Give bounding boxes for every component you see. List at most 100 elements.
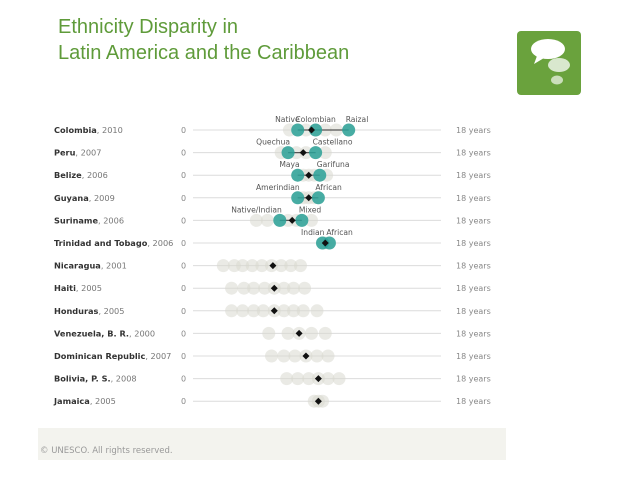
country-name: Guyana [54, 193, 89, 203]
survey-year: , 2007 [145, 351, 171, 361]
axis-max-label: 18 years [456, 149, 491, 158]
population-dot [310, 349, 324, 363]
survey-year: , 2000 [129, 328, 155, 338]
group-label: Raizal [346, 115, 369, 124]
population-dot [265, 349, 279, 363]
country-label: Haiti, 2005 [54, 283, 102, 293]
survey-year: , 2006 [98, 215, 124, 225]
population-dot [277, 281, 291, 295]
axis-min-label: 0 [181, 329, 186, 338]
chart-panel: Colombia, 2010 0 18 years Native Colombian Ra… [38, 108, 506, 460]
footer-band [38, 428, 506, 460]
axis-max-label: 18 years [456, 194, 491, 203]
population-dot [236, 259, 250, 273]
axis-max-label: 18 years [456, 126, 491, 135]
group-label: African [315, 183, 342, 192]
country-label: Colombia, 2010 [54, 125, 123, 135]
mean-marker [305, 194, 313, 202]
population-dot [281, 326, 295, 340]
population-dot [298, 281, 312, 295]
mean-marker [288, 216, 296, 224]
country-label: Guyana, 2009 [54, 193, 115, 203]
survey-year: , 2005 [98, 306, 124, 316]
group-dot [291, 168, 305, 182]
country-label: Suriname, 2006 [54, 215, 124, 225]
survey-year: , 2005 [76, 283, 102, 293]
group-dot [291, 191, 305, 205]
country-label: Peru, 2007 [54, 148, 101, 158]
country-label: Venezuela, B. R., 2000 [54, 328, 155, 338]
group-dot [281, 146, 295, 160]
population-dot [262, 326, 276, 340]
axis-min-label: 0 [181, 397, 186, 406]
axis-min-label: 0 [181, 126, 186, 135]
country-name: Bolivia, P. S. [54, 374, 111, 384]
group-label: Castellano [313, 138, 353, 147]
country-label: Belize, 2006 [54, 170, 108, 180]
country-label: Dominican Republic, 2007 [54, 351, 171, 361]
population-dot [225, 281, 239, 295]
logo [517, 31, 581, 95]
mean-marker [305, 171, 313, 179]
population-dot [287, 304, 301, 318]
country-name: Colombia [54, 125, 97, 135]
population-dot [296, 304, 310, 318]
population-dot [280, 372, 294, 386]
axis-min-label: 0 [181, 284, 186, 293]
population-dot [304, 326, 318, 340]
axis-min-label: 0 [181, 262, 186, 271]
axis-max-label: 18 years [456, 397, 491, 406]
population-dot [258, 281, 272, 295]
population-dot [291, 372, 305, 386]
population-dot [225, 304, 239, 318]
group-dot [313, 168, 327, 182]
axis-max-label: 18 years [456, 239, 491, 248]
axis-min-label: 0 [181, 352, 186, 361]
group-label: African [326, 228, 353, 237]
country-name: Trinidad and Tobago [54, 238, 148, 248]
population-dot [318, 146, 332, 160]
population-dot [293, 259, 307, 273]
country-label: Nicaragua, 2001 [54, 261, 127, 271]
population-dot [236, 304, 250, 318]
population-dot [284, 259, 298, 273]
country-name: Belize [54, 170, 82, 180]
axis-max-label: 18 years [456, 216, 491, 225]
mean-marker [314, 397, 322, 405]
group-label: Mixed [299, 205, 322, 214]
axis-max-label: 18 years [456, 284, 491, 293]
country-name: Suriname [54, 215, 98, 225]
group-dot [322, 236, 336, 250]
population-dot [332, 372, 346, 386]
axis-min-label: 0 [181, 171, 186, 180]
mean-marker [321, 239, 329, 247]
group-label: Native/Indian [231, 205, 282, 214]
population-dot [304, 213, 318, 227]
group-label: Indian [301, 228, 325, 237]
survey-year: , 2001 [101, 261, 127, 271]
group-label: Maya [279, 160, 299, 169]
mean-marker [302, 352, 310, 360]
country-label: Trinidad and Tobago, 2006 [54, 238, 173, 248]
population-dot [237, 281, 251, 295]
population-dot [277, 349, 291, 363]
survey-year: , 2009 [89, 193, 115, 203]
group-dot [295, 213, 309, 227]
group-dot [342, 123, 356, 137]
mean-marker [314, 375, 322, 383]
axis-min-label: 0 [181, 149, 186, 158]
slide-title: Ethnicity Disparity in Latin America and… [58, 14, 349, 66]
population-dot [321, 349, 335, 363]
group-label: Garifuna [317, 160, 350, 169]
country-label: Jamaica, 2005 [53, 396, 116, 406]
population-dot [316, 394, 330, 408]
axis-max-label: 18 years [456, 352, 491, 361]
axis-min-label: 0 [181, 239, 186, 248]
axis-max-label: 18 years [456, 171, 491, 180]
axis-min-label: 0 [181, 216, 186, 225]
slide-title-line-1: Ethnicity Disparity in [58, 16, 239, 38]
population-dot [216, 259, 230, 273]
population-dot [321, 372, 335, 386]
population-dot [255, 259, 269, 273]
